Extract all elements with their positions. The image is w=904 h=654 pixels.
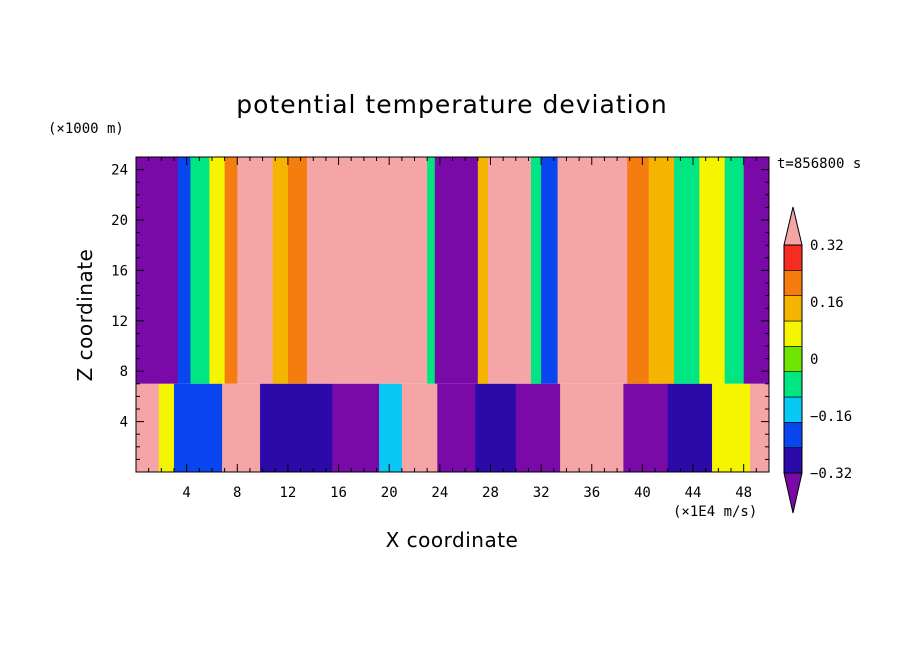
contour-field <box>136 157 769 472</box>
x-unit-label: (×1E4 m/s) <box>673 504 757 520</box>
x-tick-label: 48 <box>735 485 752 501</box>
x-tick-label: 44 <box>685 485 702 501</box>
colorbar-tick-label: 0.16 <box>810 295 844 311</box>
y-tick-label: 4 <box>120 415 128 431</box>
lower-layer-column <box>379 383 403 472</box>
upper-layer-column <box>557 157 628 384</box>
x-tick-label: 28 <box>482 485 499 501</box>
lower-layer-column <box>222 383 261 472</box>
lower-layer-column <box>712 383 751 472</box>
x-tick-label: 12 <box>279 485 296 501</box>
lower-layer-column <box>560 383 625 472</box>
colorbar: 0.32 0.16 0 −0.16 −0.32 <box>783 206 852 514</box>
upper-layer-column <box>648 157 675 384</box>
colorbar-bin <box>783 346 803 372</box>
y-tick-label: 16 <box>111 263 128 279</box>
colorbar-tick-label: 0.32 <box>810 238 844 254</box>
colorbar-bin <box>783 320 803 347</box>
y-tick-label: 20 <box>111 213 128 229</box>
colorbar-bin <box>783 244 803 271</box>
upper-layer-column <box>177 157 192 384</box>
time-label: t=856800 s <box>777 156 861 172</box>
chart-title: potential temperature deviation <box>236 90 667 119</box>
colorbar-bin <box>783 447 803 474</box>
plot-area <box>135 156 770 473</box>
upper-layer-column <box>724 157 745 384</box>
colorbar-tick-label: −0.32 <box>810 466 852 482</box>
upper-layer-column <box>190 157 211 384</box>
upper-layer-column <box>209 157 226 384</box>
y-tick-label: 12 <box>111 314 128 330</box>
upper-layer-column <box>287 157 308 384</box>
upper-layer-column <box>306 157 428 384</box>
x-tick-label: 20 <box>381 485 398 501</box>
upper-layer-column <box>427 157 436 384</box>
colorbar-top-arrow <box>783 206 803 246</box>
lower-layer-column <box>750 383 769 472</box>
lower-layer-column <box>173 383 223 472</box>
x-tick-label: 8 <box>233 485 241 501</box>
upper-layer-column <box>477 157 489 384</box>
lower-layer-column <box>136 383 160 472</box>
y-tick-label: 8 <box>120 364 128 380</box>
x-tick-label: 16 <box>330 485 347 501</box>
colorbar-bin <box>783 371 803 398</box>
upper-layer-column <box>272 157 289 384</box>
lower-layer-column <box>515 383 561 472</box>
x-tick-label: 32 <box>533 485 550 501</box>
colorbar-bin <box>783 422 803 448</box>
y-axis-title: Z coordinate <box>73 249 97 382</box>
lower-layer-column <box>332 383 380 472</box>
upper-layer-column <box>237 157 274 384</box>
colorbar-tick-label: 0 <box>810 352 818 368</box>
colorbar-bin <box>783 396 803 423</box>
lower-layer-column <box>623 383 669 472</box>
upper-layer-column <box>699 157 726 384</box>
lower-layer-column <box>158 383 175 472</box>
x-axis-title: X coordinate <box>386 528 519 552</box>
upper-layer-column <box>541 157 559 384</box>
upper-layer-column <box>627 157 650 384</box>
colorbar-frame <box>783 244 803 474</box>
lower-layer-column <box>260 383 333 472</box>
upper-layer-column <box>434 157 479 384</box>
lower-layer-column <box>667 383 713 472</box>
y-axis: 4 8 12 16 20 24 <box>111 163 769 460</box>
x-tick-label: 40 <box>634 485 651 501</box>
lower-layer-column <box>475 383 517 472</box>
x-tick-label: 4 <box>182 485 190 501</box>
y-unit-label: (×1000 m) <box>48 121 124 137</box>
y-tick-label: 24 <box>111 163 128 179</box>
lower-layer-column <box>401 383 438 472</box>
upper-layer-column <box>224 157 238 384</box>
colorbar-bin <box>783 295 803 322</box>
upper-layer-column <box>530 157 542 384</box>
x-tick-label: 24 <box>431 485 448 501</box>
upper-layer-column <box>487 157 532 384</box>
colorbar-bin <box>783 270 803 296</box>
x-tick-label: 36 <box>583 485 600 501</box>
x-axis: 4 8 12 16 20 24 28 32 36 40 44 48 <box>148 157 757 501</box>
upper-layer-column <box>674 157 700 384</box>
colorbar-bottom-arrow <box>783 472 803 514</box>
lower-layer-column <box>437 383 476 472</box>
colorbar-tick-label: −0.16 <box>810 409 852 425</box>
